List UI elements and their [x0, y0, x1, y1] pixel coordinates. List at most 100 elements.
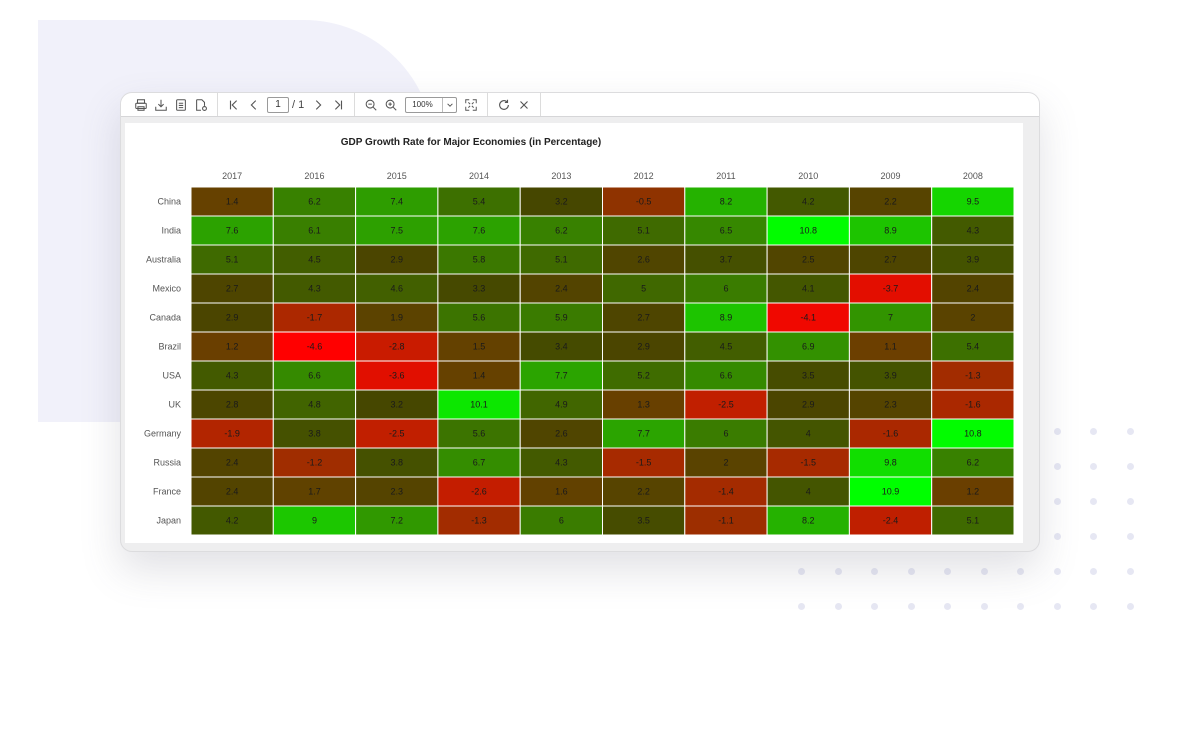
heatmap-cell-label: 6.6 [308, 371, 321, 381]
heatmap-cell-label: 5.1 [967, 516, 980, 526]
heatmap-cell-label: 1.4 [226, 197, 239, 207]
heatmap-cell-label: 6.9 [802, 342, 815, 352]
heatmap-cell-label: 9 [312, 516, 317, 526]
heatmap-cell-label: 2.4 [226, 487, 239, 497]
heatmap-cell-label: 7.2 [390, 516, 403, 526]
x-tick-label: 2016 [304, 171, 324, 181]
decorative-dot [1090, 428, 1097, 435]
heatmap-cell-label: -2.8 [389, 342, 405, 352]
heatmap-cell [519, 215, 604, 246]
heatmap-cell-label: 8.9 [884, 226, 897, 236]
heatmap-cell [766, 302, 850, 333]
heatmap-cell [848, 360, 933, 391]
heatmap-cell-label: 7 [888, 313, 893, 323]
x-tick-label: 2013 [551, 171, 571, 181]
heatmap-cell [766, 360, 850, 391]
decorative-dot [798, 568, 805, 575]
heatmap-cell [931, 505, 1015, 536]
page-number-input[interactable]: 1 [267, 96, 289, 113]
heatmap-cell-label: 6 [559, 516, 564, 526]
heatmap-cell-label: 2.8 [226, 400, 239, 410]
first-page-icon[interactable] [224, 95, 244, 115]
decorative-dot [1090, 533, 1097, 540]
zoom-in-icon[interactable] [381, 95, 401, 115]
decorative-dot [944, 568, 951, 575]
heatmap-cell [684, 476, 768, 507]
heatmap-cell [766, 215, 850, 246]
heatmap-cell-label: 2 [970, 313, 975, 323]
fit-page-icon[interactable] [461, 95, 481, 115]
heatmap-cell [931, 215, 1015, 246]
heatmap-cell-label: 2.5 [802, 255, 815, 265]
previous-page-icon[interactable] [244, 95, 264, 115]
heatmap-cell [602, 302, 686, 333]
x-tick-label: 2015 [387, 171, 407, 181]
heatmap-cell [848, 273, 933, 304]
heatmap-cell [684, 273, 768, 304]
heatmap-cell [602, 505, 686, 536]
heatmap-cell-label: 5 [641, 284, 646, 294]
heatmap-cell [519, 331, 604, 362]
export-icon[interactable] [191, 95, 211, 115]
heatmap-cell-label: 9.8 [884, 458, 897, 468]
heatmap-cell-label: 5.2 [637, 371, 650, 381]
heatmap-cell-label: 4.5 [720, 342, 733, 352]
toolbar-group-zoom: 100% [355, 93, 489, 116]
last-page-icon[interactable] [328, 95, 348, 115]
chart-title: GDP Growth Rate for Major Economies (in … [341, 137, 601, 148]
print-icon[interactable] [131, 95, 151, 115]
heatmap-cell-label: 8.2 [720, 197, 733, 207]
heatmap-cell [931, 244, 1015, 275]
heatmap-cell [766, 331, 850, 362]
heatmap-cell [931, 476, 1015, 507]
heatmap-cell-label: 6.2 [967, 458, 980, 468]
heatmap-cell [931, 331, 1015, 362]
heatmap-cell-label: 2.4 [967, 284, 980, 294]
heatmap-cell-label: 3.5 [802, 371, 815, 381]
heatmap-cell-label: -2.5 [718, 400, 734, 410]
heatmap-cell-label: -2.5 [389, 429, 405, 439]
heatmap-cell [602, 389, 686, 420]
heatmap-cell-label: -1.5 [636, 458, 652, 468]
heatmap-cell-label: 4.9 [555, 400, 568, 410]
heatmap-cell-label: -2.4 [883, 516, 899, 526]
heatmap-cell [766, 505, 850, 536]
heatmap-cell-label: 2 [723, 458, 728, 468]
heatmap-cell-label: 6.1 [308, 226, 321, 236]
heatmap-cell [355, 186, 439, 217]
y-tick-label: France [153, 487, 181, 497]
heatmap-cell-label: 5.1 [637, 226, 650, 236]
x-tick-label: 2017 [222, 171, 242, 181]
y-tick-label: USA [162, 371, 181, 381]
decorative-dot [980, 603, 988, 610]
x-axis-labels: 2017 2016 2015 2014 2013 2012 2011 2010 2009 2008 [222, 171, 983, 181]
refresh-icon[interactable] [494, 95, 514, 115]
document-icon[interactable] [171, 95, 191, 115]
heatmap-cell-label: 3.4 [555, 342, 568, 352]
zoom-dropdown[interactable]: 100% [405, 96, 458, 113]
heatmap-cell-label: 3.9 [884, 371, 897, 381]
toolbar-group-navigation: 1 / 1 [218, 93, 356, 116]
heatmap-cell [519, 244, 604, 275]
heatmap-cell [931, 186, 1015, 217]
decorative-dot [1126, 568, 1134, 575]
heatmap-cell [190, 447, 274, 478]
heatmap-cell-label: -4.6 [307, 342, 323, 352]
heatmap-cell-label: 4.3 [967, 226, 980, 236]
y-tick-label: India [161, 226, 181, 236]
x-tick-label: 2010 [798, 171, 818, 181]
heatmap-cell [684, 244, 768, 275]
x-tick-label: 2011 [716, 171, 735, 181]
heatmap-cell-label: 4.1 [802, 284, 815, 294]
close-icon[interactable] [514, 95, 534, 115]
next-page-icon[interactable] [308, 95, 328, 115]
heatmap-cell-label: 2.6 [555, 429, 568, 439]
zoom-out-icon[interactable] [361, 95, 381, 115]
heatmap-cell-label: 6.2 [555, 226, 568, 236]
heatmap-cell-label: 10.8 [964, 429, 982, 439]
heatmap-cell [190, 331, 274, 362]
heatmap-cell [519, 273, 604, 304]
decorative-dot [1126, 498, 1134, 505]
download-icon[interactable] [151, 95, 171, 115]
heatmap-cell-label: 4.3 [555, 458, 568, 468]
